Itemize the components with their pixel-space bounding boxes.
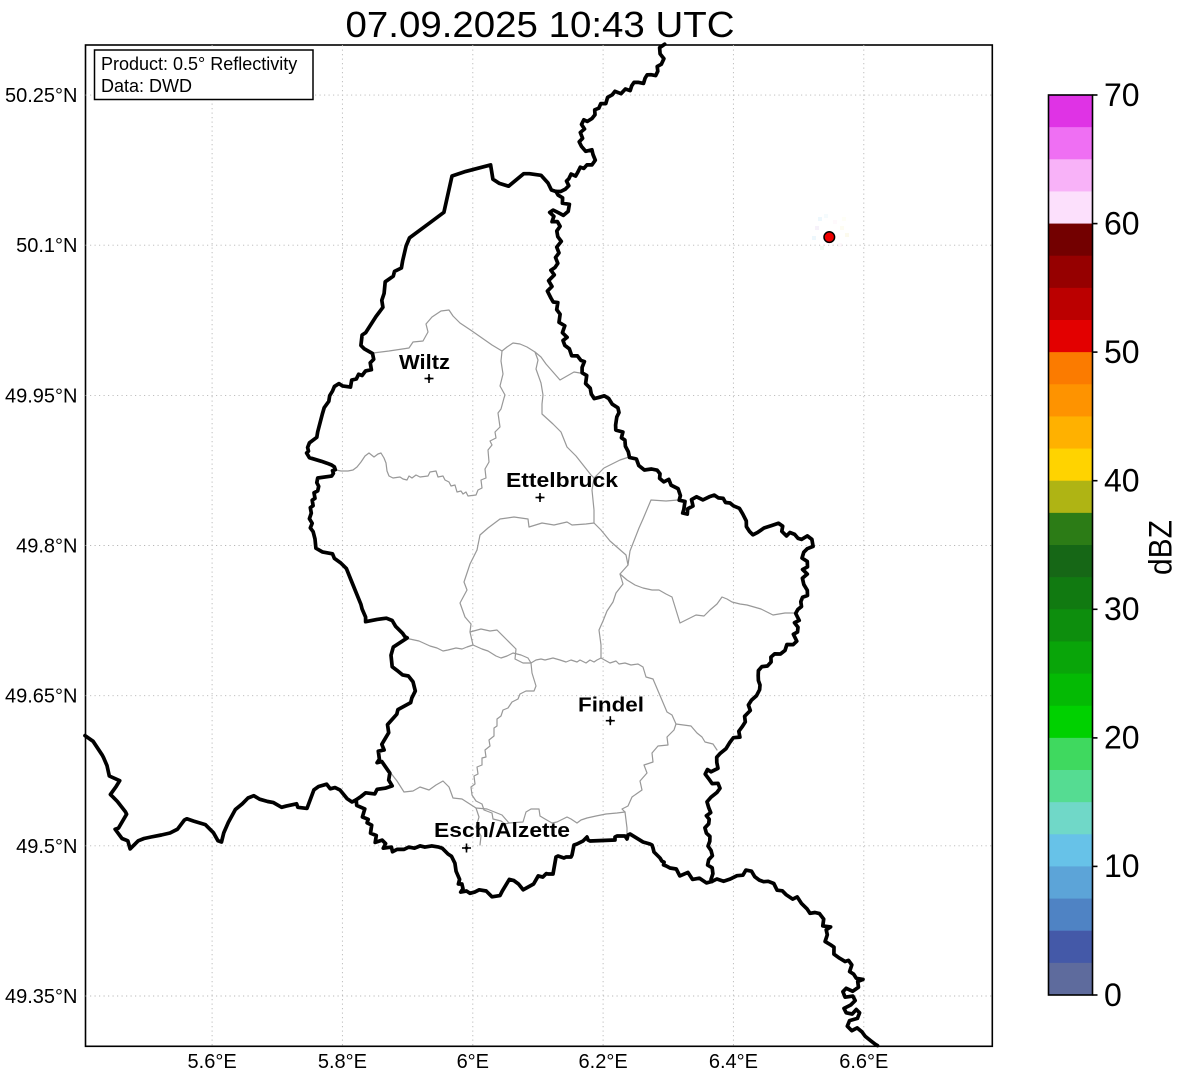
svg-text:10: 10 bbox=[1104, 848, 1140, 884]
svg-text:70: 70 bbox=[1104, 77, 1140, 113]
svg-text:0: 0 bbox=[1104, 977, 1122, 1013]
svg-text:50: 50 bbox=[1104, 334, 1140, 370]
svg-text:20: 20 bbox=[1104, 720, 1140, 756]
svg-text:49.65°N: 49.65°N bbox=[5, 686, 78, 708]
svg-text:dBZ: dBZ bbox=[1143, 520, 1179, 575]
svg-text:6.4°E: 6.4°E bbox=[709, 1051, 758, 1073]
svg-text:6.6°E: 6.6°E bbox=[839, 1051, 888, 1073]
svg-text:Esch/Alzette: Esch/Alzette bbox=[434, 819, 570, 842]
svg-text:6.2°E: 6.2°E bbox=[579, 1051, 628, 1073]
svg-text:49.8°N: 49.8°N bbox=[16, 536, 77, 558]
svg-text:60: 60 bbox=[1104, 205, 1140, 241]
svg-text:30: 30 bbox=[1104, 591, 1140, 627]
svg-text:50.1°N: 50.1°N bbox=[16, 235, 77, 257]
svg-text:49.5°N: 49.5°N bbox=[16, 836, 77, 858]
svg-text:Findel: Findel bbox=[578, 694, 644, 717]
svg-text:Product: 0.5° Reflectivity: Product: 0.5° Reflectivity bbox=[101, 54, 297, 74]
svg-text:49.95°N: 49.95°N bbox=[5, 385, 78, 407]
svg-text:5.6°E: 5.6°E bbox=[188, 1051, 237, 1073]
svg-text:Wiltz: Wiltz bbox=[399, 351, 450, 374]
svg-text:5.8°E: 5.8°E bbox=[318, 1051, 367, 1073]
svg-text:40: 40 bbox=[1104, 463, 1140, 499]
svg-text:50.25°N: 50.25°N bbox=[5, 85, 78, 107]
svg-text:07.09.2025 10:43 UTC: 07.09.2025 10:43 UTC bbox=[346, 4, 735, 45]
svg-text:6°E: 6°E bbox=[457, 1051, 489, 1073]
svg-text:Data: DWD: Data: DWD bbox=[101, 76, 192, 96]
svg-text:Ettelbruck: Ettelbruck bbox=[506, 469, 619, 492]
svg-text:49.35°N: 49.35°N bbox=[5, 986, 78, 1008]
